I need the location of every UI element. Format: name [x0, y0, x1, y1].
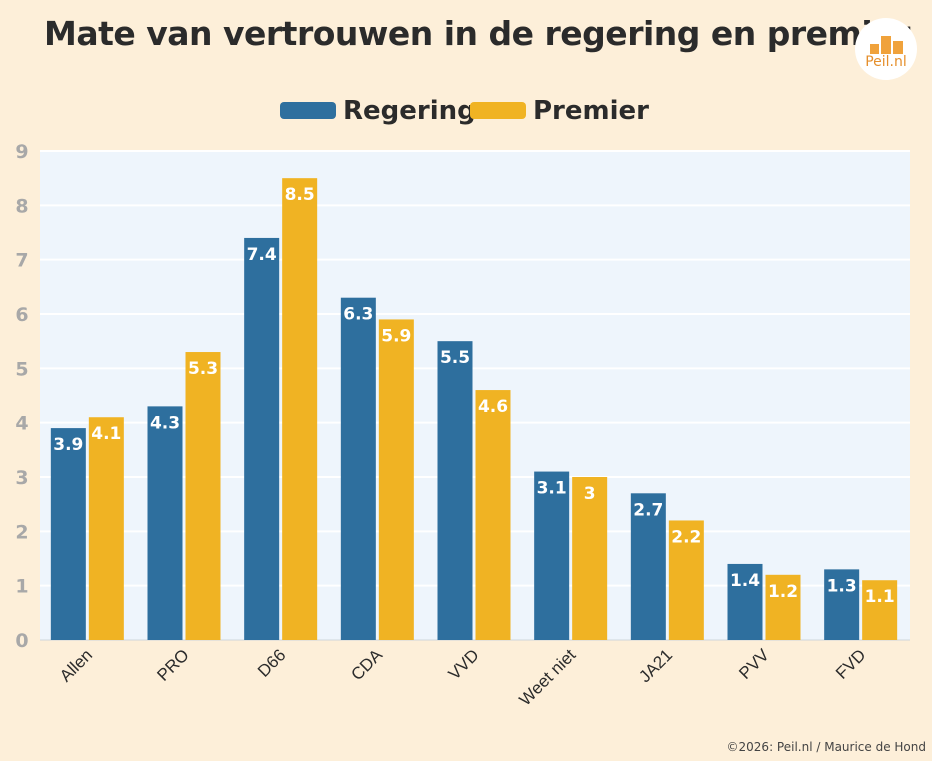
- data-label: 4.1: [91, 424, 121, 444]
- bar-regering-pro: [147, 406, 183, 640]
- x-tick-label: FVD: [832, 645, 869, 682]
- x-tick-label: Allen: [56, 645, 96, 685]
- x-tick-label: VVD: [445, 645, 483, 683]
- data-label: 2.2: [671, 527, 701, 547]
- bar-chart: 0 1 2 3 4 5 6 7 8 9 3.9 4.1 Allen 4.3 5.3 PRO 7.4 8.5 D66 6…: [15, 141, 910, 709]
- data-label: 1.4: [730, 571, 760, 591]
- bar-regering-cda: [340, 297, 376, 640]
- x-tick-label: PVV: [735, 645, 773, 683]
- data-label: 5.5: [440, 348, 470, 368]
- y-tick-label: 3: [15, 467, 28, 489]
- legend-swatch-regering: [280, 102, 336, 119]
- chart-legend: Regering Premier: [0, 94, 932, 128]
- bar-premier-cda: [378, 319, 414, 640]
- y-tick-label: 6: [15, 304, 28, 326]
- data-label: 3.9: [53, 435, 83, 455]
- y-tick-label: 9: [15, 141, 28, 163]
- data-label: 5.3: [188, 359, 218, 379]
- data-label: 4.6: [478, 397, 508, 417]
- bar-regering-ja21: [630, 493, 666, 640]
- data-label: 2.7: [633, 500, 663, 520]
- x-tick-label: Weet niet: [515, 645, 579, 709]
- x-tick-label: CDA: [347, 645, 386, 684]
- logo-bar-icon: [881, 36, 891, 54]
- logo-text: Peil.nl: [865, 54, 907, 70]
- data-label: 4.3: [150, 413, 180, 433]
- logo-bar-icon: [893, 41, 903, 54]
- data-label: 7.4: [247, 245, 277, 265]
- bar-regering-fvd: [824, 569, 860, 640]
- bar-regering-pvv: [727, 563, 763, 640]
- y-tick-label: 4: [15, 413, 28, 435]
- data-label: 8.5: [285, 185, 315, 205]
- data-label: 6.3: [343, 305, 373, 325]
- y-tick-label: 2: [15, 521, 28, 543]
- y-tick-label: 7: [15, 250, 28, 272]
- bar-premier-ja21: [668, 520, 704, 640]
- legend-swatch-premier: [470, 102, 526, 119]
- copyright-credit: ©2026: Peil.nl / Maurice de Hond: [726, 740, 926, 754]
- data-label: 3.1: [537, 479, 567, 499]
- bar-premier-weet-niet: [572, 477, 608, 640]
- data-label: 1.3: [827, 576, 857, 596]
- data-label: 3: [584, 484, 596, 504]
- bar-premier-pro: [185, 352, 221, 640]
- legend-label-regering: Regering: [343, 96, 476, 126]
- legend-label-premier: Premier: [533, 96, 649, 126]
- bar-premier-d66: [282, 178, 318, 640]
- bar-regering-d66: [244, 237, 280, 640]
- bar-premier-allen: [88, 417, 124, 640]
- bar-regering-weet-niet: [534, 471, 570, 640]
- x-tick-label: PRO: [153, 645, 192, 684]
- y-tick-label: 8: [15, 195, 28, 217]
- data-label: 1.1: [865, 587, 895, 607]
- y-tick-label: 5: [15, 358, 28, 380]
- logo-bar-icon: [870, 44, 879, 54]
- data-label: 5.9: [381, 326, 411, 346]
- chart-title: Mate van vertrouwen in de regering en pr…: [44, 14, 910, 53]
- y-tick-label: 0: [15, 630, 28, 652]
- x-tick-label: JA21: [635, 645, 676, 686]
- peil-logo: Peil.nl: [855, 18, 917, 80]
- bar-regering-vvd: [437, 341, 473, 640]
- bar-premier-fvd: [862, 580, 898, 640]
- plot-area: [40, 151, 910, 640]
- bar-regering-allen: [50, 428, 86, 640]
- bar-premier-vvd: [475, 390, 511, 640]
- bar-premier-pvv: [765, 574, 801, 640]
- data-label: 1.2: [768, 582, 798, 602]
- x-tick-label: D66: [254, 645, 289, 680]
- y-tick-label: 1: [15, 576, 28, 598]
